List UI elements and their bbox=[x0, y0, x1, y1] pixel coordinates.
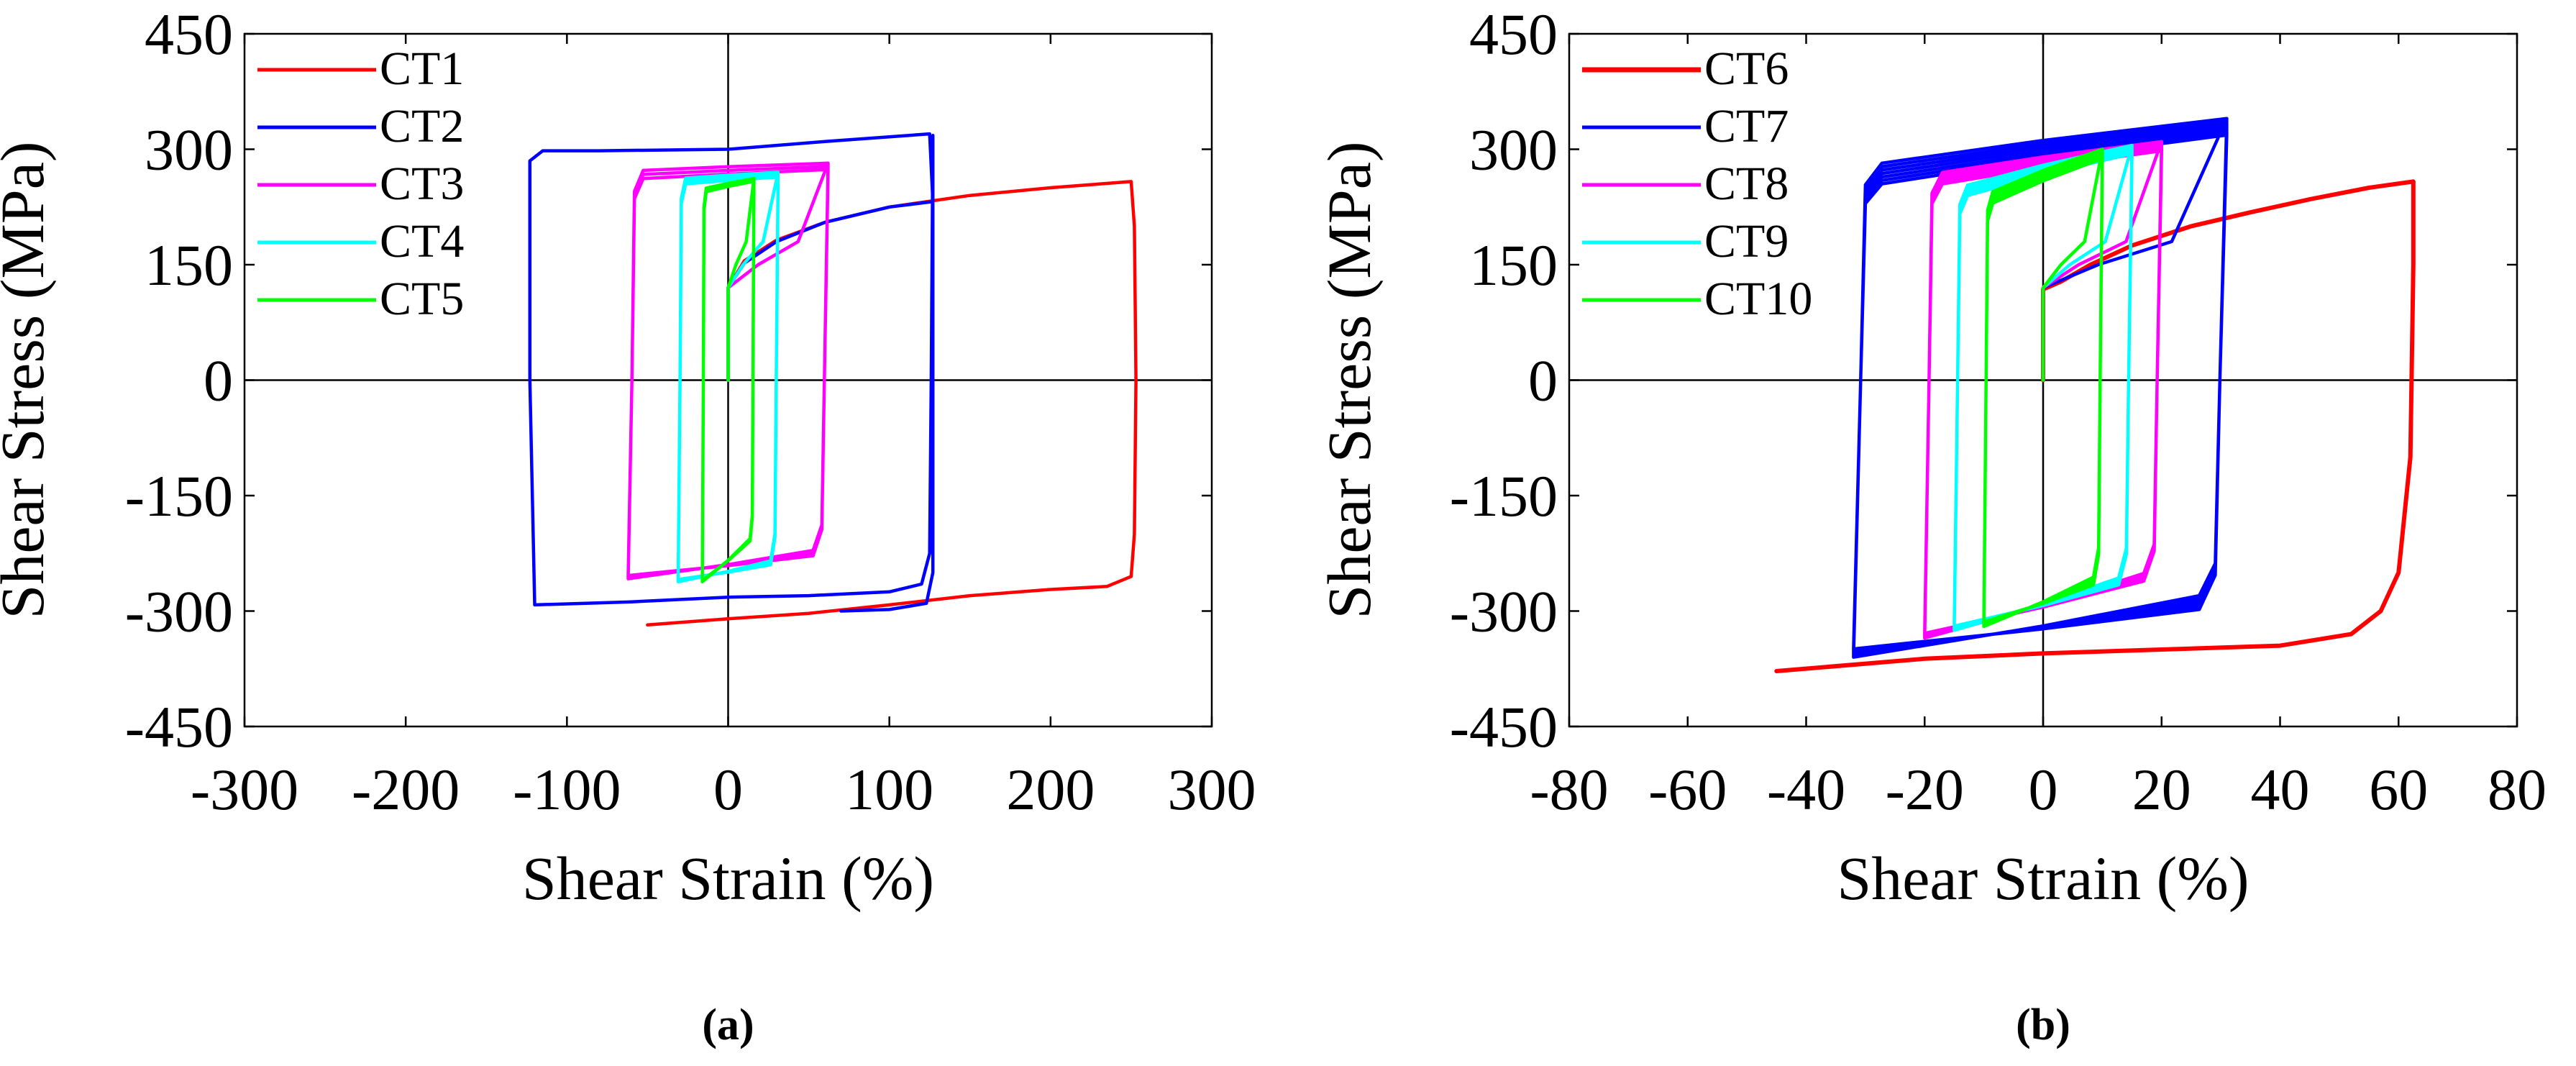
y-tick-label: -450 bbox=[125, 694, 233, 760]
y-axis-title: Shear Stress (MPa) bbox=[0, 141, 57, 619]
legend-label-ct8: CT8 bbox=[1704, 158, 1789, 210]
legend-label-ct5: CT5 bbox=[380, 273, 464, 325]
legend-label-ct7: CT7 bbox=[1704, 100, 1789, 152]
legend-label-ct4: CT4 bbox=[380, 215, 464, 268]
x-tick-label: -40 bbox=[1767, 757, 1845, 822]
legend-label-ct3: CT3 bbox=[380, 158, 464, 210]
y-tick-label: -300 bbox=[125, 579, 233, 644]
legend-label-ct9: CT9 bbox=[1704, 215, 1789, 268]
legend-label-ct2: CT2 bbox=[380, 100, 464, 152]
x-tick-label: 0 bbox=[713, 757, 743, 822]
x-axis-title: Shear Strain (%) bbox=[522, 844, 934, 913]
x-tick-label: 0 bbox=[2029, 757, 2058, 822]
x-tick-label: -20 bbox=[1886, 757, 1964, 822]
series-line-ct3 bbox=[626, 161, 830, 580]
series-line-ct4 bbox=[676, 170, 780, 584]
x-tick-label: 300 bbox=[1168, 757, 1256, 822]
x-tick-label: -300 bbox=[191, 757, 298, 822]
series-group bbox=[1774, 117, 2416, 673]
x-tick-label: -80 bbox=[1530, 757, 1608, 822]
series-line-ct10 bbox=[1982, 147, 2104, 629]
legend-label-ct6: CT6 bbox=[1704, 42, 1789, 95]
y-tick-label: 300 bbox=[145, 117, 233, 183]
x-tick-label: 20 bbox=[2132, 757, 2191, 822]
y-tick-label: -450 bbox=[1450, 694, 1558, 760]
legend-label-ct10: CT10 bbox=[1704, 273, 1812, 325]
chart-panel-b: 450 300 150 0 -150 -300 -450-80 -60 -40 -20 0 20 40 6… bbox=[1315, 1, 2547, 1049]
x-tick-label: -100 bbox=[513, 757, 621, 822]
legend-label-ct1: CT1 bbox=[380, 42, 464, 95]
y-tick-label: 0 bbox=[1528, 348, 1558, 414]
x-tick-label: -200 bbox=[352, 757, 460, 822]
series-line-ct7 bbox=[1852, 117, 2229, 659]
panel-label: (a) bbox=[702, 1001, 754, 1049]
x-tick-label: 60 bbox=[2369, 757, 2428, 822]
series-line-ct8 bbox=[1923, 140, 2164, 640]
y-tick-label: 0 bbox=[204, 348, 233, 414]
x-tick-label: 40 bbox=[2251, 757, 2310, 822]
x-axis-title: Shear Strain (%) bbox=[1837, 844, 2249, 913]
y-tick-label: 450 bbox=[145, 1, 233, 67]
y-tick-label: 150 bbox=[1469, 232, 1558, 298]
series-line-ct9 bbox=[1952, 143, 2134, 632]
y-axis-title: Shear Stress (MPa) bbox=[1315, 141, 1384, 619]
y-tick-label: -300 bbox=[1450, 579, 1558, 644]
y-tick-label: 150 bbox=[145, 232, 233, 298]
y-tick-label: -150 bbox=[1450, 463, 1558, 529]
y-tick-label: 300 bbox=[1469, 117, 1558, 183]
x-tick-label: 80 bbox=[2488, 757, 2547, 822]
x-tick-label: -60 bbox=[1648, 757, 1727, 822]
series-line-ct5 bbox=[700, 176, 756, 584]
y-tick-label: -150 bbox=[125, 463, 233, 529]
series-line-ct6 bbox=[1774, 179, 2416, 673]
x-tick-label: 200 bbox=[1006, 757, 1095, 822]
x-tick-label: 100 bbox=[845, 757, 933, 822]
y-tick-label: 450 bbox=[1469, 1, 1558, 67]
panel-label: (b) bbox=[2016, 1001, 2070, 1049]
series-group bbox=[528, 132, 1138, 627]
series-line-ct2 bbox=[528, 132, 935, 613]
